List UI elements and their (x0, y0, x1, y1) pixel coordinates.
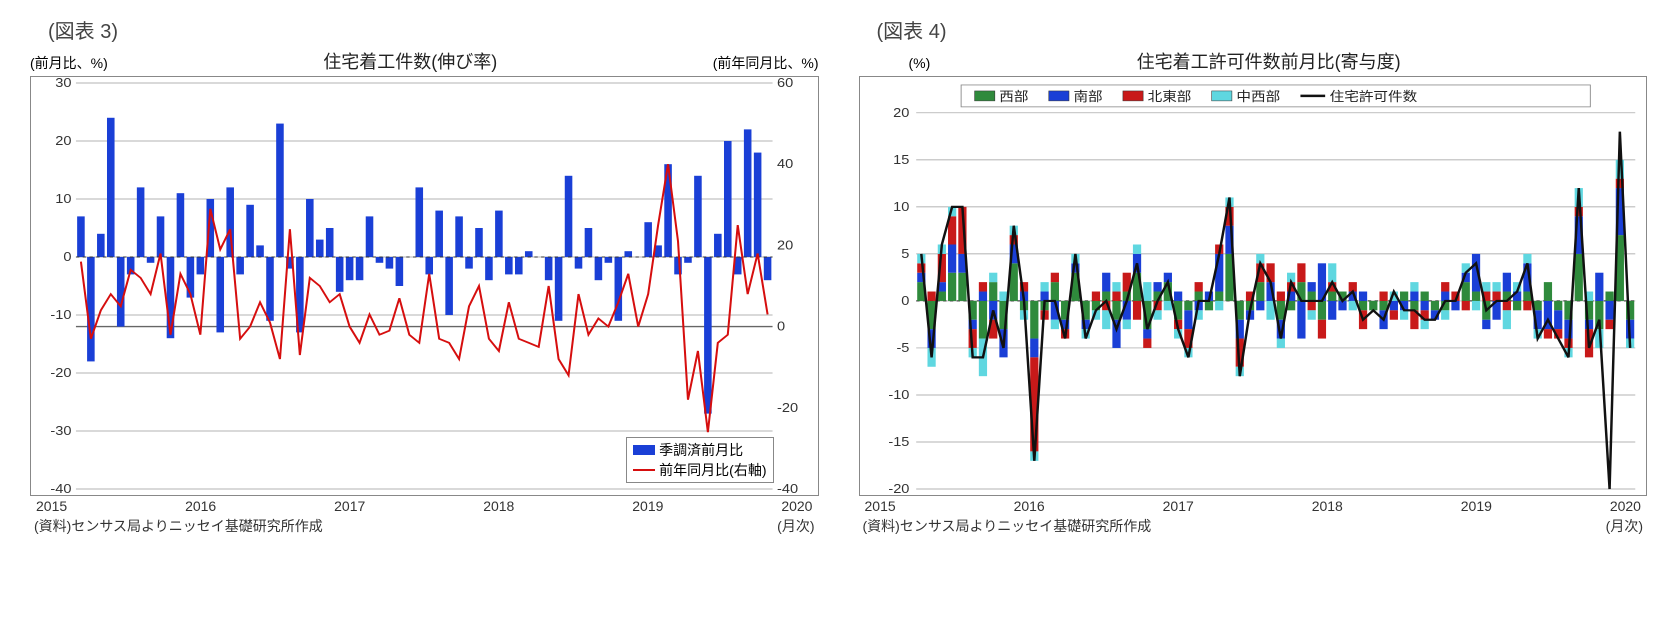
svg-text:10: 10 (55, 192, 72, 206)
chart3-xlabels: 201520162017201820192020 (30, 496, 819, 514)
svg-text:60: 60 (777, 77, 794, 90)
chart4-title: 住宅着工許可件数前月比(寄与度) (930, 48, 1607, 74)
chart3-left-hint: (前月比、%) (30, 53, 108, 73)
svg-text:-40: -40 (50, 482, 71, 495)
chart3-legend-line: 前年同月比(右軸) (659, 460, 766, 480)
chart3-legend: 季調済前月比 前年同月比(右軸) (626, 437, 773, 483)
svg-text:南部: 南部 (1073, 90, 1102, 104)
chart3-xunit: (月次) (777, 516, 814, 536)
chart3-figure-label: (図表 3) (48, 15, 819, 44)
chart3-right-hint: (前年同月比、%) (713, 53, 819, 73)
chart4-source: (資料)センサス局よりニッセイ基礎研究所作成 (863, 516, 1152, 536)
svg-text:住宅許可件数: 住宅許可件数 (1329, 90, 1417, 104)
svg-text:北東部: 北東部 (1147, 90, 1191, 104)
svg-text:30: 30 (55, 77, 72, 90)
svg-text:西部: 西部 (999, 90, 1028, 104)
chart3-header: (前月比、%) 住宅着工件数(伸び率) (前年同月比、%) (30, 48, 819, 76)
svg-text:-20: -20 (777, 401, 798, 415)
svg-text:-20: -20 (888, 482, 909, 495)
svg-text:0: 0 (777, 319, 785, 333)
svg-text:-10: -10 (50, 308, 71, 322)
svg-text:-20: -20 (50, 366, 71, 380)
svg-text:-40: -40 (777, 482, 798, 495)
svg-text:5: 5 (901, 247, 909, 261)
chart3-plot: -40 -30 -20 -10 0 10 20 30 -40 -20 0 20 40 60 季調済前月比 … (30, 76, 819, 496)
svg-text:-30: -30 (50, 424, 71, 438)
chart4-xunit: (月次) (1606, 516, 1643, 536)
svg-text:20: 20 (893, 106, 910, 120)
svg-text:中西部: 中西部 (1236, 90, 1280, 104)
chart3-source: (資料)センサス局よりニッセイ基礎研究所作成 (34, 516, 323, 536)
chart4-xlabels: 201520162017201820192020 (859, 496, 1648, 514)
svg-text:10: 10 (893, 200, 910, 214)
svg-text:20: 20 (55, 134, 72, 148)
chart4-plot: -20 -15 -10 -5 0 5 10 15 20 西部 南部 北東部 中西部 住宅許可件数 (859, 76, 1648, 496)
svg-text:-5: -5 (896, 341, 909, 355)
svg-text:-15: -15 (888, 435, 909, 449)
chart3-title: 住宅着工件数(伸び率) (108, 48, 713, 74)
chart4-figure-label: (図表 4) (877, 15, 1648, 44)
svg-text:15: 15 (893, 153, 910, 167)
chart4-unit: (%) (909, 55, 931, 71)
svg-text:0: 0 (901, 294, 909, 308)
chart3-legend-bar: 季調済前月比 (659, 440, 743, 460)
svg-text:0: 0 (63, 250, 71, 264)
chart3-panel: (図表 3) (前月比、%) 住宅着工件数(伸び率) (前年同月比、%) -40… (30, 15, 819, 536)
svg-text:-10: -10 (888, 388, 909, 402)
chart4-header: (%) 住宅着工許可件数前月比(寄与度) (859, 48, 1648, 76)
chart4-panel: (図表 4) (%) 住宅着工許可件数前月比(寄与度) -20 -15 -10 -5 0… (859, 15, 1648, 536)
svg-text:40: 40 (777, 157, 794, 171)
svg-text:20: 20 (777, 238, 794, 252)
